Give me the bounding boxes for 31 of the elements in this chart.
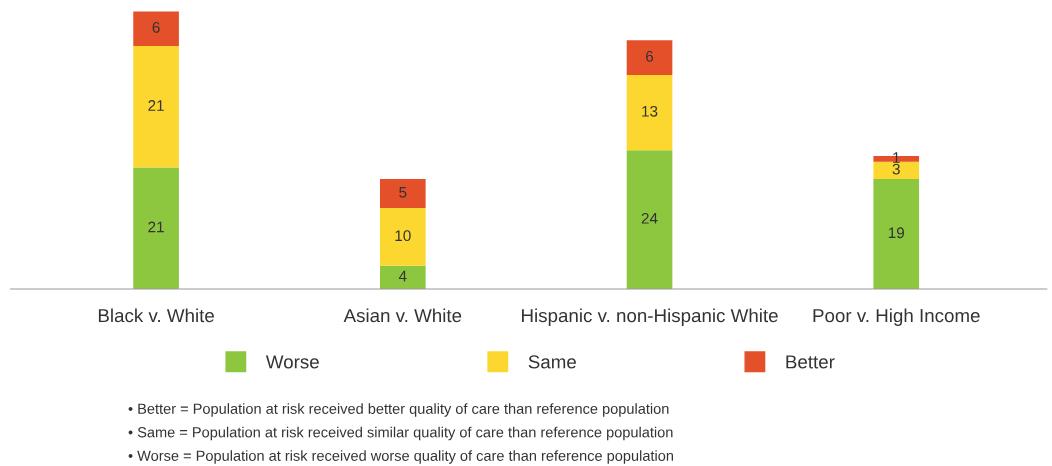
x-tick-label: Asian v. White (343, 308, 462, 323)
legend-label: Same (528, 355, 576, 369)
text: • Worse = Population at risk received worse quality of care than reference population (128, 450, 673, 464)
bar (133, 46, 179, 168)
bar (873, 179, 920, 289)
bar (379, 265, 426, 289)
data-label: 4 (398, 270, 407, 282)
data-label: 13 (642, 105, 658, 117)
bar (379, 208, 426, 266)
data-label: 24 (641, 212, 658, 224)
data-label: 3 (892, 163, 900, 175)
data-label: 21 (148, 221, 164, 233)
bar (133, 167, 179, 289)
data-label: 21 (148, 100, 164, 111)
bar (626, 150, 673, 289)
data-label: 5 (399, 187, 407, 198)
bar (626, 75, 673, 151)
data-label: 19 (888, 227, 905, 239)
bar (133, 11, 179, 47)
text: • Same = Population at risk received similar quality of care than reference population (128, 426, 673, 441)
data-label: 10 (395, 230, 411, 242)
data-label: 6 (152, 22, 160, 33)
x-tick-label: Poor v. High Income (813, 308, 980, 326)
x-tick-label: Black v. White (98, 308, 214, 323)
data-label: 6 (646, 50, 654, 62)
legend-label: Worse (265, 355, 319, 369)
bar (379, 179, 426, 209)
bar (626, 40, 673, 76)
x-tick-label: Hispanic v. non-Hispanic White (522, 308, 778, 326)
text: • Better = Population at risk received better quality of care than reference population (128, 403, 669, 417)
legend-label: Better (786, 355, 835, 369)
